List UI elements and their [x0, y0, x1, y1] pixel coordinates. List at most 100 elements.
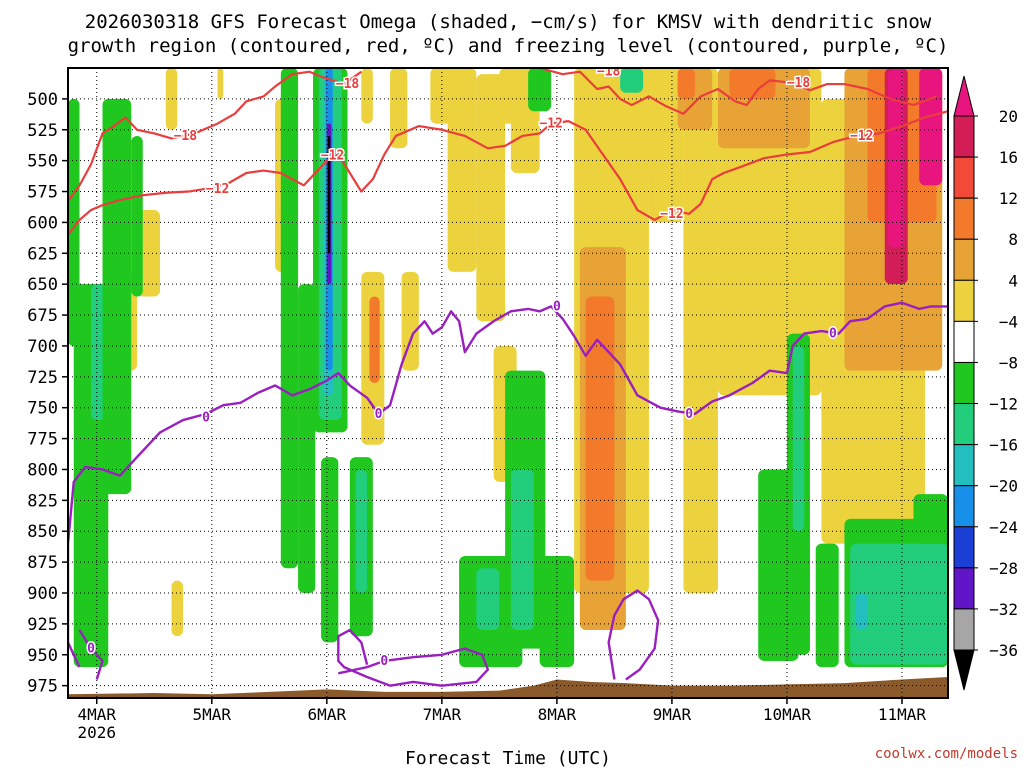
- x-tick-label-7MAR: 7MAR: [423, 705, 462, 724]
- contour-label-8: −12: [850, 129, 873, 144]
- omega-region-26: [401, 271, 419, 371]
- y-tick-label-900: 900: [27, 584, 58, 604]
- colorbar-swatch-7: [953, 403, 975, 446]
- y-tick-label-550: 550: [27, 152, 58, 172]
- contour-label-1: −12: [206, 182, 229, 197]
- contour-label-5: −12: [660, 207, 683, 222]
- contour-label-11: 0: [380, 654, 388, 669]
- y-tick-label-950: 950: [27, 646, 58, 666]
- chart-title-line2: growth region (contoured, red, ºC) and f…: [68, 35, 949, 57]
- contour-labels: −18 −12 −18 −12 −12 −12 −18 −18 −12 0 0 0 0 0 0 0: [86, 65, 875, 670]
- colorbar-swatch-6: [953, 361, 975, 405]
- omega-region-48: [717, 68, 822, 396]
- omega-region-38: [528, 68, 552, 112]
- contour-red-2: [539, 68, 937, 115]
- omega-region-12: [298, 284, 316, 593]
- colorbar-label-10: −24: [989, 518, 1018, 537]
- omega-region-31: [476, 74, 506, 322]
- y-tick-label-600: 600: [27, 213, 58, 233]
- colorbar-swatch-4: [953, 279, 975, 322]
- contour-purple-0: [68, 301, 948, 668]
- omega-region-42: [579, 68, 661, 173]
- x-tick-label-9MAR: 9MAR: [653, 705, 692, 724]
- colorbar-swatch-0: [953, 115, 975, 158]
- contour-label-12: 0: [553, 299, 561, 314]
- x-tick-label-6MAR: 6MAR: [308, 705, 347, 724]
- colorbar-label-6: −8: [999, 353, 1018, 372]
- contour-label-4: −12: [539, 117, 562, 132]
- colorbar-label-12: −32: [989, 600, 1018, 619]
- colorbar-label-4: 4: [1008, 271, 1018, 290]
- x-tick-label-10MAR: 10MAR: [763, 705, 812, 724]
- contour-purple-1: [337, 628, 490, 687]
- colorbar-label-11: −28: [989, 559, 1018, 578]
- omega-region-50: [729, 68, 776, 99]
- y-tick-label-625: 625: [27, 244, 58, 264]
- omega-region-28: [447, 68, 477, 272]
- omega-region-35: [510, 469, 534, 631]
- omega-region-61: [919, 68, 943, 186]
- y-tick-label-750: 750: [27, 399, 58, 419]
- x-tick-label-5MAR: 5MAR: [193, 705, 232, 724]
- contour-purple-2: [78, 629, 104, 680]
- x-tick-label-8MAR: 8MAR: [538, 705, 577, 724]
- omega-region-55: [815, 543, 839, 668]
- x-axis-label: Forecast Time (UTC): [405, 748, 611, 768]
- y-tick-label-800: 800: [27, 460, 58, 480]
- colorbar-label-0: 20: [999, 107, 1018, 126]
- y-tick-label-500: 500: [27, 90, 58, 110]
- y-tick-label-975: 975: [27, 677, 58, 697]
- omega-region-60: [888, 68, 905, 248]
- contour-label-0: −18: [174, 129, 198, 144]
- omega-region-30: [476, 568, 500, 631]
- colorbar-label-2: 12: [999, 189, 1018, 208]
- contour-label-6: −18: [597, 65, 621, 80]
- colorbar-label-8: −16: [989, 436, 1018, 455]
- omega-region-16: [390, 68, 408, 149]
- colorbar-swatch-8: [953, 444, 975, 487]
- colorbar-swatch-9: [953, 485, 975, 528]
- colorbar-label-7: −12: [989, 395, 1018, 414]
- contour-label-13: 0: [685, 407, 693, 422]
- y-tick-label-925: 925: [27, 615, 58, 635]
- contour-label-3: −12: [321, 149, 344, 164]
- y-axis: 500 525 550 575 600 625 650 675 700 725 750 775 800 8…: [27, 90, 68, 697]
- colorbar-swatch-3: [953, 238, 975, 281]
- omega-region-56: [792, 345, 805, 532]
- omega-region-11: [280, 68, 299, 569]
- y-tick-label-775: 775: [27, 430, 58, 450]
- y-tick-label-675: 675: [27, 306, 58, 326]
- contour-purple-3: [607, 589, 660, 681]
- colorbar-swatch-2: [953, 197, 975, 240]
- omega-region-36: [539, 555, 575, 668]
- colorbar-swatch-5: [953, 320, 975, 363]
- colorbar-swatch-10: [953, 526, 975, 569]
- colorbar-label-13: −36: [989, 641, 1018, 660]
- y-tick-label-575: 575: [27, 183, 58, 203]
- grid-lines: [68, 68, 948, 698]
- contour-label-15: 0: [87, 642, 95, 657]
- omega-region-3: [171, 580, 184, 637]
- colorbar-bottom-arrow: [953, 649, 975, 691]
- omega-region-4: [217, 68, 224, 99]
- contour-label-2: −18: [336, 77, 360, 92]
- omega-region-64: [855, 593, 868, 631]
- x-tick-label-11MAR: 11MAR: [878, 705, 927, 724]
- contour-label-9: 0: [202, 411, 210, 426]
- terrain: [68, 677, 948, 698]
- credit-link[interactable]: coolwx.com/models: [875, 746, 1018, 762]
- y-tick-label-525: 525: [27, 121, 58, 141]
- omega-region-9: [131, 135, 143, 297]
- y-tick-label-850: 850: [27, 522, 58, 542]
- colorbar: 20 16 12 8 4 −4 −8 −12 −16 −20 −24 −28 −32 −36: [953, 75, 1018, 691]
- colorbar-swatch-11: [953, 567, 975, 610]
- omega-region-47: [677, 68, 695, 99]
- x-tick-sublabel-4MAR: 2026: [77, 723, 116, 742]
- colorbar-swatch-1: [953, 156, 975, 199]
- omega-region-15: [361, 68, 373, 124]
- omega-shading: [68, 68, 948, 668]
- y-tick-label-650: 650: [27, 275, 58, 295]
